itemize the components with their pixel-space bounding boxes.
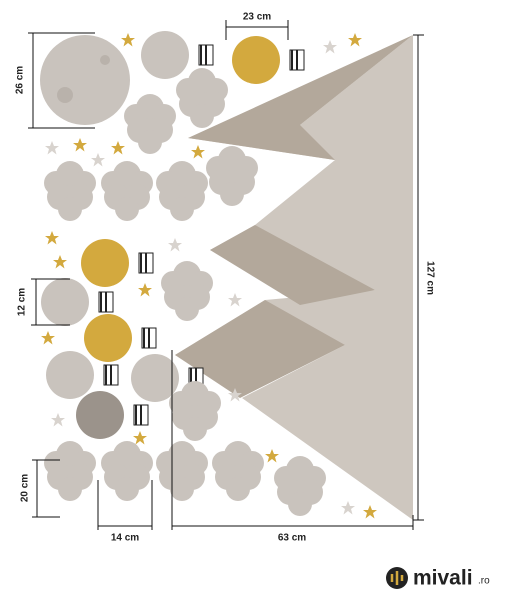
moon-crater (57, 87, 73, 103)
star (323, 40, 337, 54)
star (45, 231, 59, 245)
mountain-light (175, 35, 413, 520)
balloon (80, 238, 154, 288)
moon (40, 35, 130, 125)
balloon (75, 390, 149, 440)
balloon (231, 35, 305, 85)
star (53, 255, 67, 269)
cloud (176, 68, 228, 128)
cloud (124, 94, 176, 154)
moon-crater (100, 55, 110, 65)
dimension-label: 23 cm (243, 12, 271, 23)
cloud (101, 161, 153, 221)
dimension-lines (28, 20, 424, 530)
star (348, 33, 362, 47)
logo-name: mivali (413, 567, 473, 590)
star (73, 138, 87, 152)
star (133, 431, 147, 445)
dimension-label: 26 cm (15, 66, 26, 94)
dimension-label: 127 cm (424, 261, 435, 295)
star (138, 283, 152, 297)
star (265, 449, 279, 463)
cloud (169, 381, 221, 441)
star (363, 505, 377, 519)
cloud (212, 441, 264, 501)
balloon (83, 313, 157, 363)
cloud (156, 161, 208, 221)
dimension-label: 14 cm (111, 533, 139, 544)
cloud (44, 441, 96, 501)
cloud (206, 146, 258, 206)
cloud (44, 161, 96, 221)
mountain-dark (188, 35, 413, 160)
cloud (161, 261, 213, 321)
star (91, 153, 105, 167)
star (51, 413, 65, 427)
cloud (101, 441, 153, 501)
star (341, 501, 355, 515)
cloud (274, 456, 326, 516)
logo-tld: .ro (478, 576, 490, 587)
star (168, 238, 182, 252)
dimension-label: 63 cm (278, 533, 306, 544)
star (111, 141, 125, 155)
dimension-label: 12 cm (17, 288, 28, 316)
mountain-dark (210, 225, 375, 305)
star (228, 293, 242, 307)
cloud (156, 441, 208, 501)
star (121, 33, 135, 47)
mountain-dark (175, 300, 345, 398)
star (191, 145, 205, 159)
dimension-label: 20 cm (20, 474, 31, 502)
star (41, 331, 55, 345)
star (45, 141, 59, 155)
logo-icon-bars (390, 571, 404, 585)
